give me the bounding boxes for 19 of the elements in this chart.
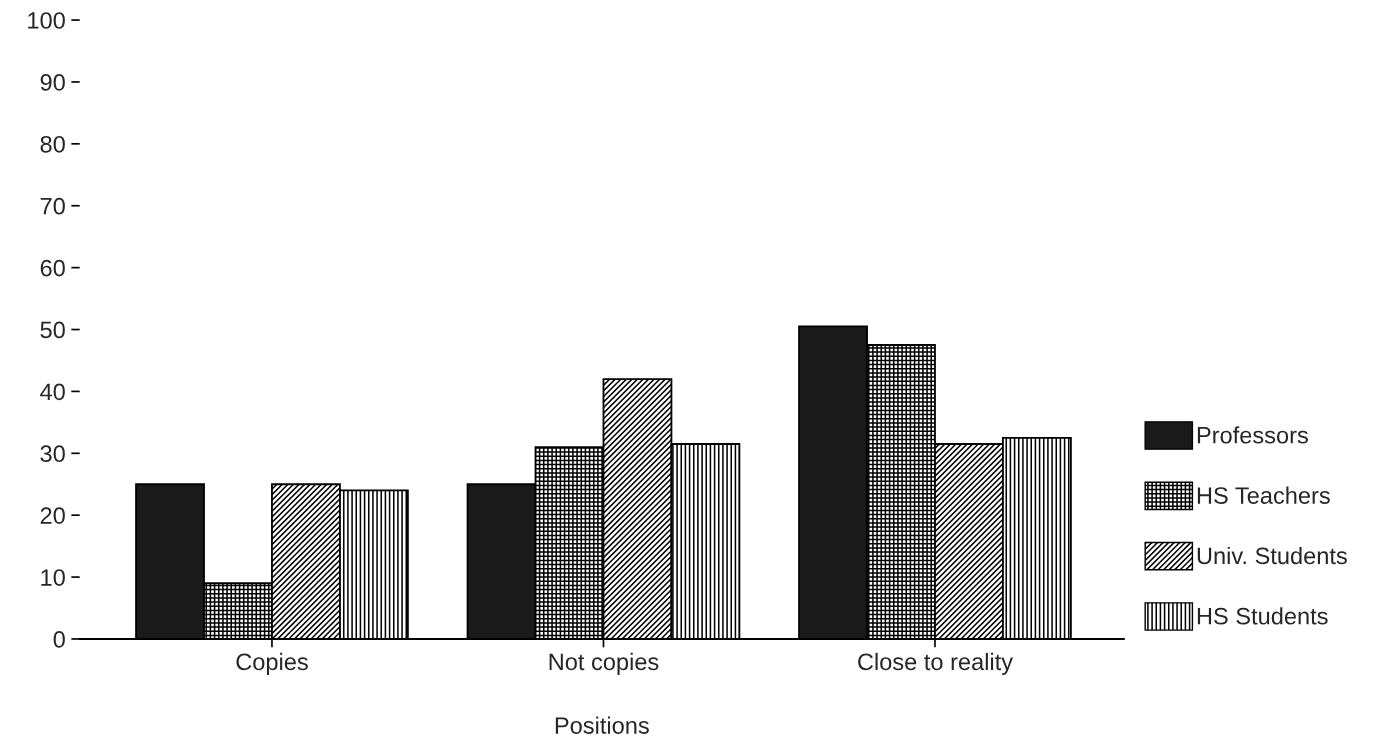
y-tick-label: 10 [41, 569, 65, 586]
x-axis-title: Positions [555, 716, 649, 734]
y-tick-label: 90 [40, 74, 65, 91]
y-tick-label: 50 [40, 321, 65, 339]
legend-label: HS Students [1197, 607, 1328, 625]
y-tick-label: 20 [40, 507, 65, 524]
y-tick-label: 40 [40, 383, 65, 401]
y-tick-label: 100 [28, 12, 65, 29]
legend-label: Univ. Students [1197, 546, 1347, 565]
y-tick-label: 0 [53, 631, 65, 648]
legend-label: HS Teachers [1197, 486, 1330, 504]
x-tick-label: Copies [236, 652, 308, 675]
legend-label: Professors [1197, 426, 1308, 444]
x-tick-label: Close to reality [858, 652, 1014, 675]
x-tick-label: Not copies [549, 652, 659, 675]
y-tick-label: 30 [40, 445, 65, 463]
y-tick-label: 80 [40, 135, 65, 153]
y-tick-label: 60 [40, 259, 65, 277]
y-tick-label: 70 [40, 197, 65, 215]
